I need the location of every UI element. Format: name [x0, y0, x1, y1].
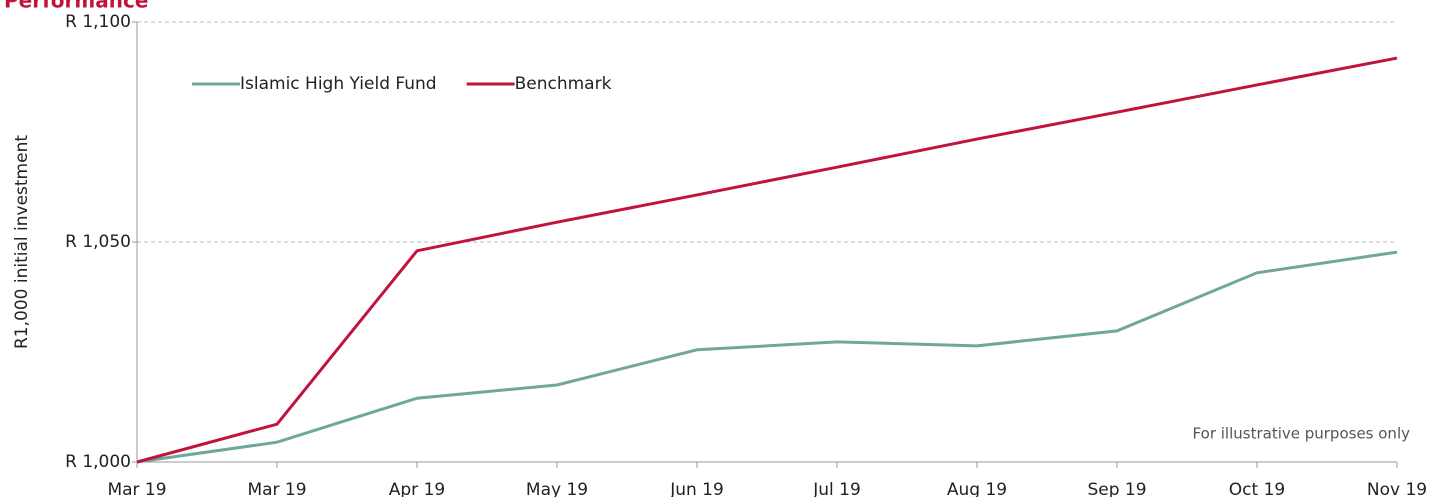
series-line — [136, 56, 1398, 464]
y-tick-label: R 1,050 — [65, 232, 131, 252]
y-tick-label: R 1,000 — [65, 452, 131, 472]
annotation: For illustrative purposes only — [1193, 425, 1411, 443]
x-tick-label: Apr 19 — [389, 480, 445, 497]
x-tick-label: Mar 19 — [247, 480, 306, 497]
x-tick-label: Oct 19 — [1229, 480, 1285, 497]
legend-label: Benchmark — [515, 74, 612, 94]
y-axis-label: R1,000 initial investment — [12, 135, 32, 349]
y-tick-label: R 1,100 — [65, 12, 131, 32]
series-line — [136, 250, 1398, 464]
x-tick-label: Nov 19 — [1367, 480, 1427, 497]
x-tick-label: Jul 19 — [812, 480, 861, 497]
x-tick-label: Sep 19 — [1087, 480, 1146, 497]
x-tick-label: Jun 19 — [669, 480, 724, 497]
chart-title: Performance — [4, 0, 148, 13]
x-tick-label: May 19 — [526, 480, 588, 497]
x-tick-label: Mar 19 — [107, 480, 166, 497]
x-tick-label: Aug 19 — [947, 480, 1007, 497]
legend-label: Islamic High Yield Fund — [240, 74, 437, 94]
